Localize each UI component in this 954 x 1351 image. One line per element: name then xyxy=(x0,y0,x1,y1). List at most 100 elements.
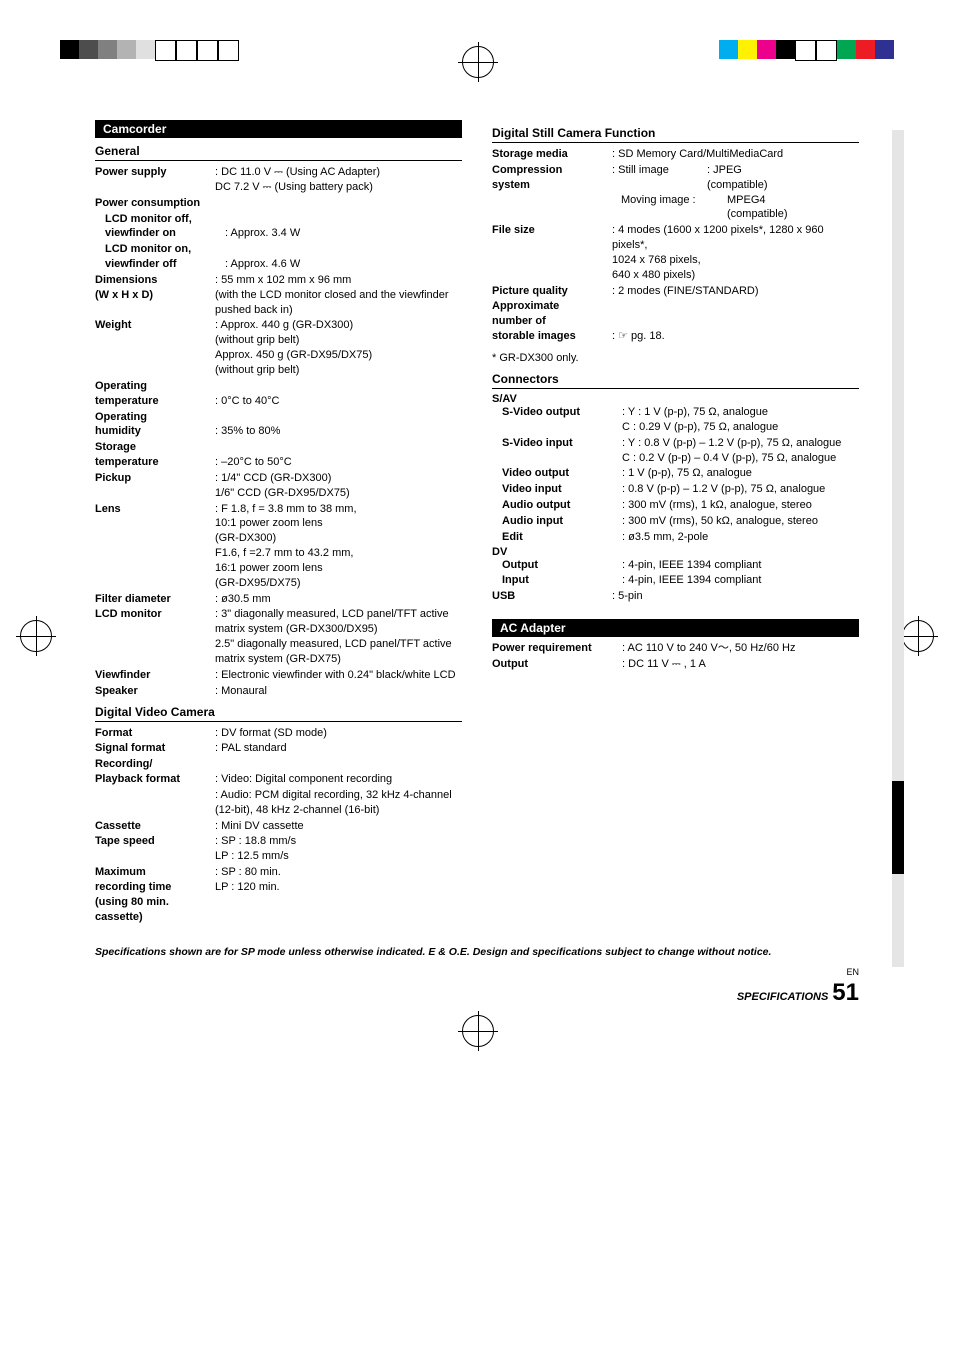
tape-value: SP : 18.8 mm/s LP : 12.5 mm/s xyxy=(215,834,462,864)
power-req-value: AC 110 V to 240 V〜, 50 Hz/60 Hz xyxy=(622,641,859,656)
manual-page: Camcorder General Power supplyDC 11.0 V … xyxy=(0,0,954,1067)
approx-value: ☞ pg. 18. xyxy=(612,329,859,344)
lcd-monitor-value: 3" diagonally measured, LCD panel/TFT ac… xyxy=(215,607,462,666)
dv-out-label: Output xyxy=(492,558,622,573)
approx-label: Approximate number of storable images xyxy=(492,299,612,344)
camcorder-header: Camcorder xyxy=(95,120,462,138)
lens-label: Lens xyxy=(95,502,215,591)
dv-in-value: 4-pin, IEEE 1394 compliant xyxy=(622,573,859,588)
lcd-monitor-label: LCD monitor xyxy=(95,607,215,666)
vout-label: Video output xyxy=(492,466,622,481)
op-temp-label: Operating temperature xyxy=(95,379,215,409)
registration-crosshair-left xyxy=(20,620,52,652)
op-temp-value: 0°C to 40°C xyxy=(215,394,462,409)
svout-label: S-Video output xyxy=(492,405,622,435)
power-req-label: Power requirement xyxy=(492,641,622,656)
compression-values: : Still image: JPEG (compatible) Moving … xyxy=(612,163,859,222)
speaker-value: Monaural xyxy=(215,684,462,699)
left-column: Camcorder General Power supplyDC 11.0 V … xyxy=(95,120,462,926)
cassette-value: Mini DV cassette xyxy=(215,819,462,834)
speaker-label: Speaker xyxy=(95,684,215,699)
storage-media-label: Storage media xyxy=(492,147,612,162)
sav-header: S/AV xyxy=(492,393,859,405)
lcd-on-label: LCD monitor on, viewfinder off xyxy=(95,242,225,272)
page-footer: EN SPECIFICATIONS 51 xyxy=(95,967,859,1007)
registration-crosshair-bottom xyxy=(462,1015,494,1047)
connectors-header: Connectors xyxy=(492,372,859,389)
signal-value: PAL standard xyxy=(215,741,462,756)
dv-header: DV xyxy=(492,546,859,558)
lcd-on-value: Approx. 4.6 W xyxy=(225,257,462,272)
op-humidity-label: Operating humidity xyxy=(95,410,215,440)
usb-value: 5-pin xyxy=(612,589,859,604)
section-label: SPECIFICATIONS xyxy=(737,991,828,1003)
weight-value: Approx. 440 g (GR-DX300) (without grip b… xyxy=(215,318,462,377)
cassette-label: Cassette xyxy=(95,819,215,834)
filter-label: Filter diameter xyxy=(95,592,215,607)
compression-label: Compression system xyxy=(492,163,612,222)
svin-label: S-Video input xyxy=(492,436,622,466)
storage-media-value: SD Memory Card/MultiMediaCard xyxy=(612,147,859,162)
general-header: General xyxy=(95,144,462,161)
registration-crosshair-right xyxy=(902,620,934,652)
ain-value: 300 mV (rms), 50 kΩ, analogue, stereo xyxy=(622,514,859,529)
weight-label: Weight xyxy=(95,318,215,377)
file-size-value: 4 modes (1600 x 1200 pixels*, 1280 x 960… xyxy=(612,223,859,282)
right-column: Digital Still Camera Function Storage me… xyxy=(492,120,859,926)
vin-value: 0.8 V (p-p) – 1.2 V (p-p), 75 Ω, analogu… xyxy=(622,482,859,497)
registration-marks-right xyxy=(719,40,894,68)
filter-value: ø30.5 mm xyxy=(215,592,462,607)
format-value: DV format (SD mode) xyxy=(215,726,462,741)
pickup-value: 1/4" CCD (GR-DX300) 1/6" CCD (GR-DX95/DX… xyxy=(215,471,462,501)
signal-label: Signal format xyxy=(95,741,215,756)
ain-label: Audio input xyxy=(492,514,622,529)
lcd-off-label: LCD monitor off, viewfinder on xyxy=(95,212,225,242)
format-label: Format xyxy=(95,726,215,741)
usb-label: USB xyxy=(492,589,612,604)
lens-value: F 1.8, f = 3.8 mm to 38 mm, 10:1 power z… xyxy=(215,502,462,591)
pickup-label: Pickup xyxy=(95,471,215,501)
recplay-label: Recording/ Playback format xyxy=(95,757,215,787)
dx300-note: * GR-DX300 only. xyxy=(492,352,859,364)
dimensions-value: 55 mm x 102 mm x 96 mm (with the LCD mon… xyxy=(215,273,462,318)
recplay-value: Video: Digital component recording xyxy=(215,772,462,787)
viewfinder-label: Viewfinder xyxy=(95,668,215,683)
power-supply-label: Power supply xyxy=(95,165,215,195)
maxrec-value: SP : 80 min. LP : 120 min. xyxy=(215,865,462,924)
dsc-header: Digital Still Camera Function xyxy=(492,126,859,143)
registration-marks-left xyxy=(60,40,239,68)
edit-value: ø3.5 mm, 2-pole xyxy=(622,530,859,545)
pic-quality-value: 2 modes (FINE/STANDARD) xyxy=(612,284,859,299)
footnote-text: Specifications shown are for SP mode unl… xyxy=(95,946,859,960)
page-number: 51 xyxy=(832,979,859,1006)
viewfinder-value: Electronic viewfinder with 0.24" black/w… xyxy=(215,668,462,683)
file-size-label: File size xyxy=(492,223,612,282)
registration-crosshair-top xyxy=(462,46,494,78)
dimensions-label: Dimensions (W x H x D) xyxy=(95,273,215,318)
svin-value: Y : 0.8 V (p-p) – 1.2 V (p-p), 75 Ω, ana… xyxy=(622,436,859,466)
dv-out-value: 4-pin, IEEE 1394 compliant xyxy=(622,558,859,573)
svout-value: Y : 1 V (p-p), 75 Ω, analogue C : 0.29 V… xyxy=(622,405,859,435)
dvc-header: Digital Video Camera xyxy=(95,705,462,722)
section-tab-bar xyxy=(892,130,904,967)
power-consumption-label: Power consumption xyxy=(95,196,215,211)
output-label: Output xyxy=(492,657,622,672)
vout-value: 1 V (p-p), 75 Ω, analogue xyxy=(622,466,859,481)
content-columns: Camcorder General Power supplyDC 11.0 V … xyxy=(95,120,859,926)
output-value: DC 11 V ⎓ , 1 A xyxy=(622,657,859,672)
op-humidity-value: 35% to 80% xyxy=(215,424,462,439)
storage-temp-value: –20°C to 50°C xyxy=(215,455,462,470)
maxrec-label: Maximum recording time (using 80 min. ca… xyxy=(95,865,215,924)
pic-quality-label: Picture quality xyxy=(492,284,612,299)
dv-in-label: Input xyxy=(492,573,622,588)
power-supply-value: DC 11.0 V ⎓ (Using AC Adapter) DC 7.2 V … xyxy=(215,165,462,195)
vin-label: Video input xyxy=(492,482,622,497)
lang-label: EN xyxy=(846,967,859,977)
storage-temp-label: Storage temperature xyxy=(95,440,215,470)
aout-label: Audio output xyxy=(492,498,622,513)
edit-label: Edit xyxy=(492,530,622,545)
tape-label: Tape speed xyxy=(95,834,215,864)
ac-adapter-header: AC Adapter xyxy=(492,619,859,637)
aout-value: 300 mV (rms), 1 kΩ, analogue, stereo xyxy=(622,498,859,513)
lcd-off-value: Approx. 3.4 W xyxy=(225,226,462,241)
